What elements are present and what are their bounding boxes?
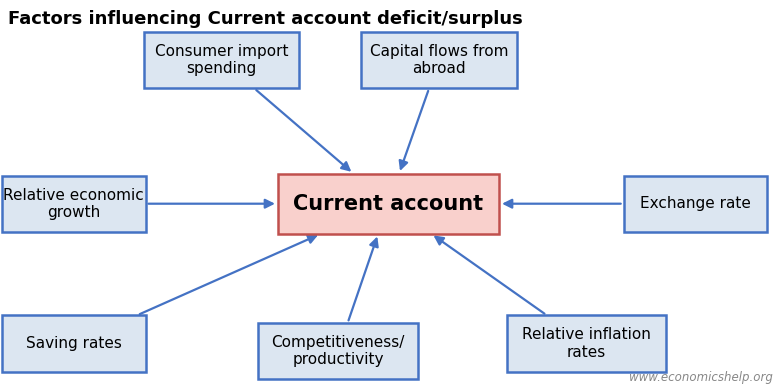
Text: Capital flows from
abroad: Capital flows from abroad (370, 44, 508, 76)
FancyBboxPatch shape (623, 175, 768, 232)
Text: Factors influencing Current account deficit/surplus: Factors influencing Current account defi… (8, 10, 522, 28)
FancyBboxPatch shape (258, 323, 418, 379)
FancyBboxPatch shape (278, 174, 500, 234)
FancyBboxPatch shape (507, 315, 666, 372)
Text: Saving rates: Saving rates (26, 336, 122, 351)
Text: Relative inflation
rates: Relative inflation rates (522, 327, 651, 360)
FancyBboxPatch shape (2, 315, 146, 372)
Text: Exchange rate: Exchange rate (640, 196, 751, 211)
Text: Current account: Current account (294, 194, 483, 214)
FancyBboxPatch shape (144, 32, 299, 88)
Text: Competitiveness/
productivity: Competitiveness/ productivity (271, 335, 405, 367)
FancyBboxPatch shape (361, 32, 517, 88)
Text: www.economicshelp.org: www.economicshelp.org (629, 371, 773, 384)
Text: Consumer import
spending: Consumer import spending (155, 44, 288, 76)
Text: Relative economic
growth: Relative economic growth (3, 187, 145, 220)
FancyBboxPatch shape (2, 175, 146, 232)
